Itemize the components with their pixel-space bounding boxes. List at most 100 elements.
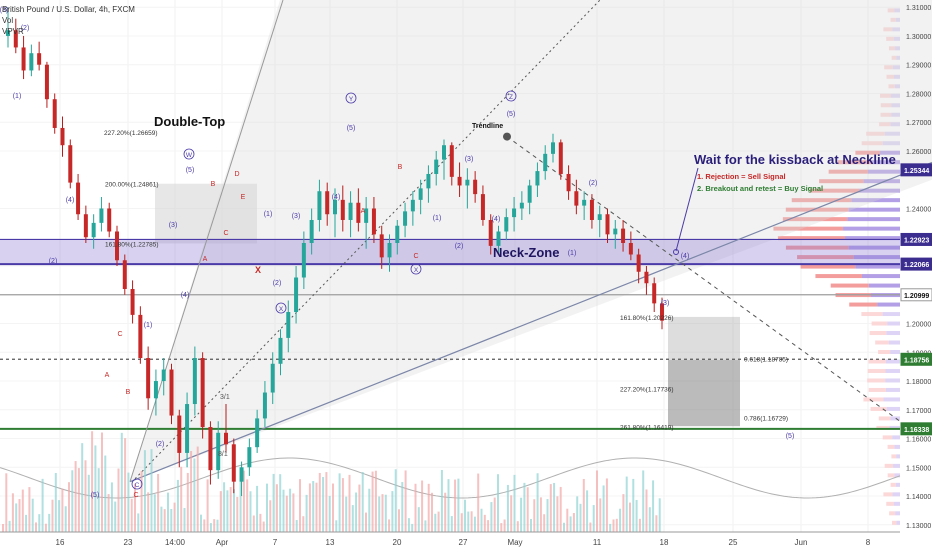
volume-bar [388,519,391,532]
volume-bar [157,473,160,532]
volume-bar [563,522,565,532]
vpvr-up-bar [843,226,900,231]
vpvr-down-bar [887,444,895,449]
candle-body [636,254,641,272]
vpvr-indicator-label[interactable]: VPVR [2,27,24,36]
wave-letter-label: X [279,306,284,313]
volume-bar [163,509,166,532]
vpvr-down-bar [837,160,872,165]
time-tick-label: 8 [866,538,871,547]
volume-bar [539,497,542,532]
volume-bar [381,494,384,532]
candle-body [628,242,633,255]
wave-count-label: (2) [273,280,282,287]
candle-body [247,447,252,468]
vpvr-down-bar [855,150,880,155]
price-marker-badge [900,288,932,302]
double-top-label: Double-Top [154,114,225,129]
vpvr-up-bar [867,169,900,174]
volume-bar [308,483,311,532]
vpvr-up-bar [845,236,900,241]
volume-bar [371,471,374,532]
candle-body [107,208,112,232]
vpvr-down-bar [886,74,894,79]
volume-bar [407,518,410,532]
vpvr-up-bar [853,255,900,260]
vpvr-down-bar [886,501,894,506]
candle-body [410,199,415,212]
candle-body [192,358,197,405]
wave-letter-label: C [135,482,140,489]
volume-bar [44,523,47,532]
volume-bar [130,498,133,532]
volume-bar [41,478,44,532]
volume-bar [487,520,490,532]
candle-body [317,191,322,220]
wave-circle [275,302,287,314]
candle-body [138,314,143,359]
wave-count-label: C [413,253,418,260]
ratio-label: 8/1 [218,451,228,458]
volume-bar [15,503,18,532]
cycle-wave [0,457,901,499]
volume-bar [338,473,341,532]
candle-body [60,127,65,146]
ratio-label: 3/1 [220,394,230,401]
candle-body [52,99,57,128]
volume-bar [497,474,499,532]
vpvr-down-bar [785,207,849,212]
volume-bar [490,502,493,532]
vpvr-up-bar [871,160,900,165]
volume-bar [114,501,117,532]
vpvr-down-bar [861,141,883,146]
vpvr-up-bar [896,55,900,60]
volume-bar [556,496,559,532]
candle-body [239,467,244,482]
wave-count-label: C [133,492,138,499]
volume-bar [124,438,127,532]
candle-body [371,208,376,235]
volume-bar [295,520,298,532]
volume-bar [526,487,529,532]
vpvr-up-bar [885,368,900,373]
wave-count-label: (5) [91,492,100,499]
volume-bar [411,523,414,532]
vpvr-up-bar [882,312,900,317]
volume-bar [160,506,163,532]
vpvr-down-bar [878,349,891,354]
wave-count-label: (5) [786,433,795,440]
candle-body [465,179,470,186]
vpvr-up-bar [895,511,900,516]
volume-bar [450,516,453,532]
volume-bar [559,486,562,532]
volume-bar [596,470,598,532]
vpvr-down-bar [773,226,844,231]
volume-indicator-label[interactable]: Vol [2,16,14,25]
volume-bar [101,432,103,532]
volume-bar [629,502,631,532]
vpvr-up-bar [894,473,900,478]
volume-bar [266,483,268,532]
candle-body [286,312,291,338]
candle-body [660,303,664,321]
vpvr-down-bar [883,492,893,497]
candle-body [130,289,135,315]
volume-bar [104,455,107,532]
volume-bar [645,489,648,532]
volume-bar [440,470,443,532]
vpvr-up-bar [885,378,900,383]
price-tick-label: 1.16000 [906,437,931,444]
candle-body [224,432,228,445]
volume-bar [533,499,536,532]
vpvr-down-bar [863,397,884,402]
volume-bar [543,514,546,532]
rising-trendline [129,161,932,483]
volume-bar [328,495,331,532]
candle-body [558,142,563,174]
candle-body [115,231,119,261]
wave-count-label: (4) [181,292,190,299]
vpvr-down-bar [777,236,846,241]
vpvr-down-bar [888,46,896,51]
volume-bar [523,482,526,532]
